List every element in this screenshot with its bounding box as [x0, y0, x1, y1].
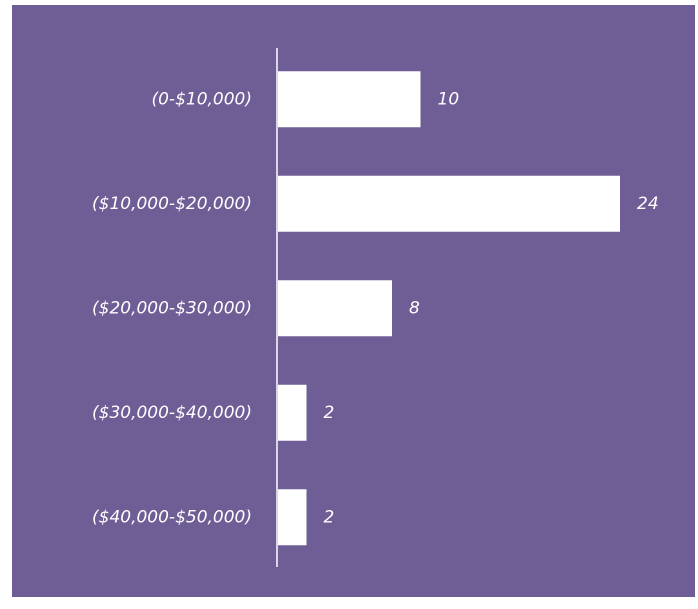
category-label: ($30,000-$40,000)	[92, 403, 252, 423]
bar	[278, 280, 392, 337]
category-label: ($10,000-$20,000)	[92, 194, 252, 214]
category-label: (0-$10,000)	[151, 89, 252, 109]
value-label: 8	[409, 298, 420, 318]
bar	[278, 175, 620, 232]
bar	[278, 489, 307, 546]
value-label: 2	[324, 507, 335, 527]
value-label: 24	[637, 194, 659, 214]
value-label: 2	[324, 403, 335, 423]
bar	[278, 384, 307, 441]
value-label: 10	[438, 89, 460, 109]
category-label: ($20,000-$30,000)	[92, 298, 252, 318]
bar	[278, 71, 421, 128]
category-label: ($40,000-$50,000)	[92, 507, 252, 527]
